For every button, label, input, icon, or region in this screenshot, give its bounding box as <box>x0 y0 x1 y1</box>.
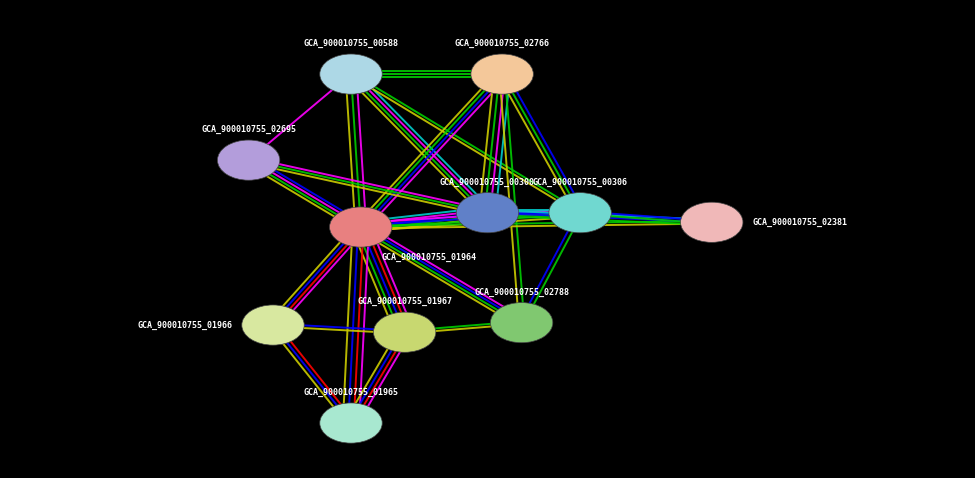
Ellipse shape <box>242 305 304 345</box>
Text: GCA_900010755_01965: GCA_900010755_01965 <box>303 388 399 397</box>
Ellipse shape <box>320 54 382 94</box>
Ellipse shape <box>471 54 533 94</box>
Ellipse shape <box>456 193 519 233</box>
Ellipse shape <box>549 193 611 233</box>
Text: GCA_900010755_01964: GCA_900010755_01964 <box>381 253 476 262</box>
Text: GCA_900010755_02381: GCA_900010755_02381 <box>753 217 847 227</box>
Ellipse shape <box>490 303 553 343</box>
Ellipse shape <box>373 312 436 352</box>
Ellipse shape <box>330 207 392 247</box>
Text: GCA_900010755_00306: GCA_900010755_00306 <box>532 178 628 187</box>
Text: GCA_900010755_00300: GCA_900010755_00300 <box>440 178 535 187</box>
Text: GCA_900010755_01967: GCA_900010755_01967 <box>357 297 452 306</box>
Text: GCA_900010755_02766: GCA_900010755_02766 <box>454 39 550 48</box>
Ellipse shape <box>681 202 743 242</box>
Text: GCA_900010755_02695: GCA_900010755_02695 <box>201 125 296 134</box>
Text: GCA_900010755_02788: GCA_900010755_02788 <box>474 288 569 297</box>
Ellipse shape <box>217 140 280 180</box>
Text: GCA_900010755_01966: GCA_900010755_01966 <box>137 320 232 330</box>
Text: GCA_900010755_00588: GCA_900010755_00588 <box>303 39 399 48</box>
Ellipse shape <box>320 403 382 443</box>
